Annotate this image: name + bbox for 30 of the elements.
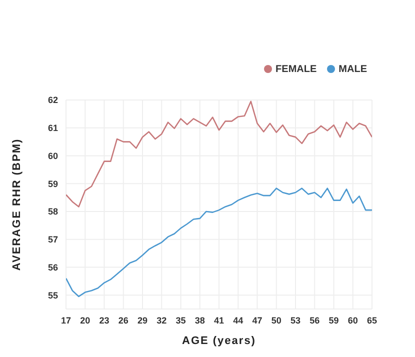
x-tick-label: 38 <box>194 315 205 326</box>
x-tick-label: 59 <box>328 315 339 326</box>
x-tick-label: 41 <box>214 315 224 326</box>
y-tick-label: 59 <box>48 178 58 189</box>
legend-label: MALE <box>338 64 367 75</box>
x-tick-label: 65 <box>366 315 378 326</box>
x-tick-label: 56 <box>310 315 320 326</box>
x-tick-label: 60 <box>348 315 358 326</box>
x-tick-label: 44 <box>233 315 244 326</box>
x-tick-label: 35 <box>176 315 186 326</box>
x-tick-label: 53 <box>290 315 301 326</box>
x-tick-label: 20 <box>80 315 90 326</box>
x-tick-label: 23 <box>99 315 110 326</box>
y-tick-label: 60 <box>48 150 58 161</box>
y-tick-label: 55 <box>48 290 58 300</box>
line-series <box>66 188 372 298</box>
y-tick-label: 58 <box>48 206 58 217</box>
y-tick-label: 56 <box>48 262 58 272</box>
x-axis-title: AGE (years) <box>182 335 256 347</box>
y-tick-label: 61 <box>48 123 58 134</box>
x-tick-label: 17 <box>60 315 72 326</box>
x-tick-label: 26 <box>118 315 128 326</box>
y-tick-label: 57 <box>48 234 58 245</box>
x-tick-label: 50 <box>271 315 282 326</box>
y-axis-title: AVERAGE RHR (BPM) <box>10 138 23 271</box>
x-tick-label: 29 <box>137 315 148 326</box>
x-tick-label: 47 <box>252 315 262 326</box>
y-tick-label: 62 <box>48 95 58 106</box>
x-tick-label: 32 <box>156 315 167 326</box>
legend-label: FEMALE <box>276 64 317 75</box>
